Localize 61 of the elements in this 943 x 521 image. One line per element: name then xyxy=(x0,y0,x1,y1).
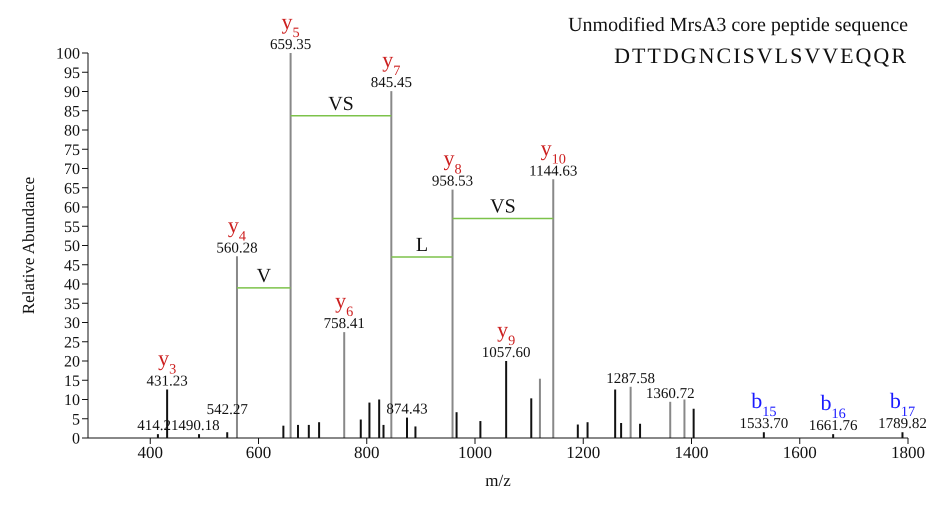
y-tick-label: 50 xyxy=(64,238,80,256)
annotation: 490.18 xyxy=(178,418,220,434)
x-tick-label: 1600 xyxy=(782,443,817,462)
bar xyxy=(343,332,346,438)
bar xyxy=(290,53,292,438)
x-axis-title: m/z xyxy=(485,471,512,490)
y-tick-label: 20 xyxy=(64,354,80,371)
annotation: 542.27 xyxy=(206,402,248,418)
x-tick-label: 400 xyxy=(137,443,163,462)
x-tick-label: 1200 xyxy=(566,443,600,462)
y-tick-label: 45 xyxy=(64,257,80,274)
y-tick-label: 100 xyxy=(56,46,80,63)
bar xyxy=(669,402,672,438)
x-tick-label: 1400 xyxy=(674,443,708,462)
annotation: 1661.76 xyxy=(808,418,858,434)
annotation: 1057.60 xyxy=(482,345,531,361)
y-tick-label: 90 xyxy=(64,84,80,102)
annotation: 1144.63 xyxy=(529,163,578,180)
y-tick-label: 65 xyxy=(64,180,80,198)
annotation: 874.43 xyxy=(386,402,428,418)
x-tick-label: 600 xyxy=(246,443,272,462)
y-tick-label: 15 xyxy=(64,372,80,390)
y-tick-label: 25 xyxy=(64,334,80,352)
annotation: L xyxy=(416,234,428,256)
y-tick-label: 5 xyxy=(72,411,80,428)
x-tick-label: 1800 xyxy=(891,443,925,462)
annotation: 1789.82 xyxy=(878,416,927,432)
y-tick-label: 30 xyxy=(64,315,80,332)
y-tick-label: 55 xyxy=(64,218,80,236)
annotation: VS xyxy=(328,92,354,115)
bar xyxy=(630,386,632,438)
annotation: 659.35 xyxy=(270,37,312,53)
y-tick-label: 35 xyxy=(64,296,80,313)
bar xyxy=(452,190,454,438)
y-tick-label: 85 xyxy=(64,103,80,120)
y-tick-label: 70 xyxy=(64,161,80,178)
annotation: 431.23 xyxy=(146,373,188,390)
annotation: 1360.72 xyxy=(646,386,695,402)
y-tick-label: 0 xyxy=(72,430,80,448)
y-tick-label: 10 xyxy=(64,392,80,410)
annotation: 845.45 xyxy=(370,75,412,92)
y-tick-label: 75 xyxy=(64,142,80,159)
annotation: 758.41 xyxy=(324,316,365,332)
y-tick-label: 95 xyxy=(64,64,80,82)
y-tick-label: 60 xyxy=(64,200,80,217)
x-tick-label: 800 xyxy=(354,443,380,462)
annotation: 1287.58 xyxy=(606,370,656,387)
annotation: 1533.70 xyxy=(739,416,788,432)
bar xyxy=(538,378,541,438)
chart-subtitle: DTTDGNCISVLSVVEQQR xyxy=(613,43,908,69)
annotation: 560.28 xyxy=(216,240,258,256)
y-tick-label: 40 xyxy=(64,276,80,294)
x-tick-label: 1000 xyxy=(458,443,492,462)
annotation: VS xyxy=(490,196,516,218)
chart-title: Unmodified MrsA3 core peptide sequence xyxy=(568,14,908,37)
y-tick-label: 80 xyxy=(64,122,80,140)
annotation: V xyxy=(256,264,272,287)
annotation: 958.53 xyxy=(432,174,474,190)
bar xyxy=(683,400,686,438)
bar xyxy=(552,179,554,438)
y-axis-title: Relative Abundance xyxy=(19,176,38,314)
